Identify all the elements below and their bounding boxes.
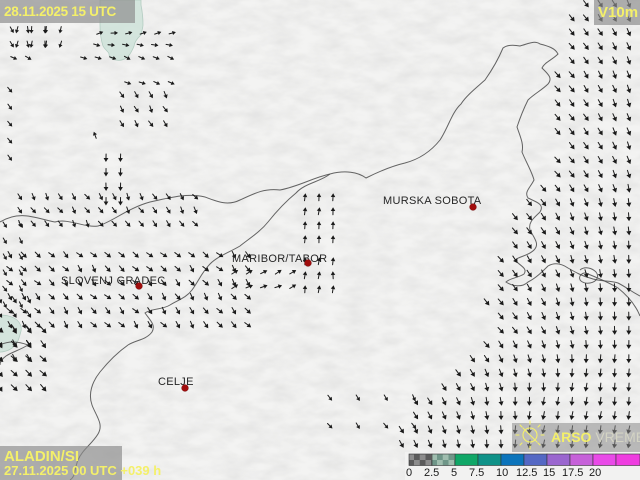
svg-text:12.5: 12.5 [516, 467, 537, 479]
svg-text:5: 5 [451, 467, 457, 479]
svg-text:7.5: 7.5 [469, 467, 484, 479]
svg-text:10: 10 [496, 467, 508, 479]
svg-text:2.5: 2.5 [424, 467, 439, 479]
svg-text:15: 15 [543, 467, 555, 479]
svg-text:20: 20 [589, 467, 601, 479]
svg-text:0: 0 [406, 467, 412, 479]
svg-text:17.5: 17.5 [562, 467, 583, 479]
